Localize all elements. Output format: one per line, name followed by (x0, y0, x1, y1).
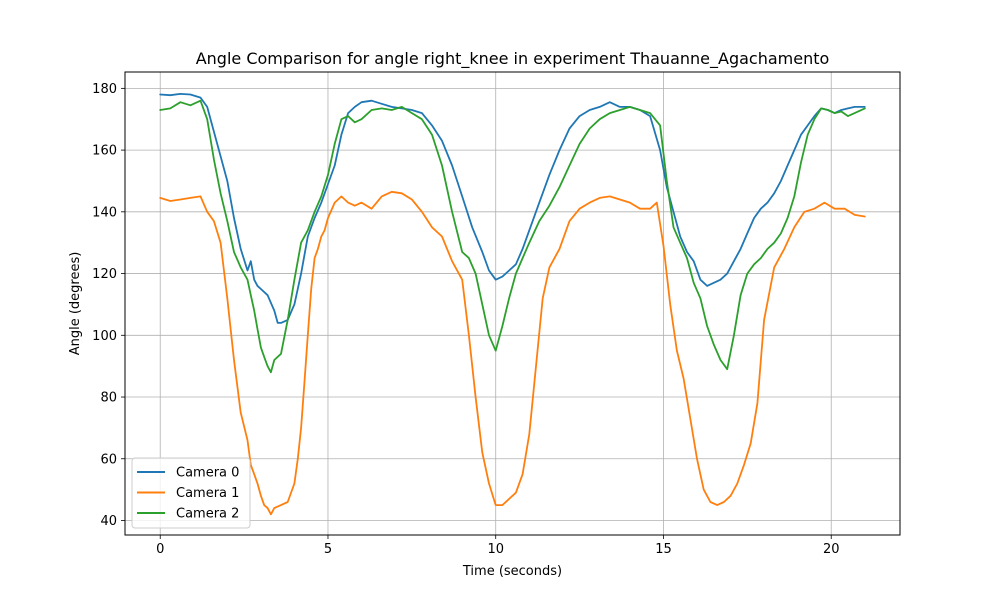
y-tick-label: 180 (92, 82, 117, 97)
y-tick-label: 40 (100, 514, 117, 529)
y-tick-label: 140 (92, 205, 117, 220)
series-lines (159, 93, 866, 516)
series-line-camera-2 (159, 99, 866, 374)
x-axis-label: Time (seconds) (462, 564, 562, 579)
legend-label-camera-2: Camera 2 (176, 507, 239, 522)
grid (125, 72, 900, 535)
x-tick-label: 15 (655, 542, 672, 557)
plot-frame (124, 71, 901, 536)
y-tick-label: 100 (92, 329, 117, 344)
x-tick-label: 20 (823, 542, 840, 557)
y-tick-label: 160 (92, 144, 117, 159)
y-axis-label: Angle (degrees) (68, 252, 83, 356)
x-tick-label: 10 (487, 542, 504, 557)
series-line-camera-1 (159, 190, 866, 516)
y-tick-label: 80 (100, 391, 117, 406)
series-line-camera-0 (159, 93, 866, 324)
legend: Camera 0 Camera 1 Camera 2 (131, 457, 251, 529)
legend-label-camera-0: Camera 0 (176, 466, 239, 481)
ticks: 0 5 10 15 20 40 60 80 100 120 140 160 180 (92, 82, 839, 557)
legend-frame (131, 457, 251, 529)
x-tick-label: 5 (324, 542, 332, 557)
plot-area (125, 72, 900, 535)
y-tick-label: 120 (92, 267, 117, 282)
chart-title: Angle Comparison for angle right_knee in… (196, 49, 830, 69)
legend-label-camera-1: Camera 1 (176, 486, 239, 501)
x-tick-label: 0 (156, 542, 164, 557)
y-tick-label: 60 (100, 452, 117, 467)
